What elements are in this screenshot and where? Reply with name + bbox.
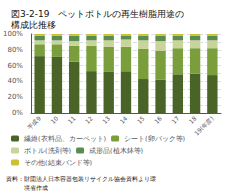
svg-text:12: 12: [84, 114, 94, 124]
svg-text:0%: 0%: [12, 109, 23, 117]
svg-text:17: 17: [170, 114, 180, 124]
svg-text:40%: 40%: [7, 77, 23, 85]
svg-text:10: 10: [49, 114, 59, 124]
svg-text:15: 15: [135, 114, 145, 124]
svg-text:18: 18: [187, 114, 197, 124]
svg-text:14: 14: [118, 114, 128, 124]
svg-text:資料：財団法人日本容器包装リサイクル協会資料より環: 資料：財団法人日本容器包装リサイクル協会資料より環: [6, 175, 156, 183]
svg-text:構成比推移: 構成比推移: [11, 20, 56, 30]
svg-text:境省作成: 境省作成: [6, 184, 48, 191]
svg-text:ボトル(洗剤等): ボトル(洗剤等): [24, 147, 71, 155]
svg-text:60%: 60%: [7, 62, 23, 70]
svg-text:20%: 20%: [7, 93, 23, 101]
svg-text:平成9: 平成9: [26, 114, 42, 130]
svg-text:11: 11: [66, 114, 76, 124]
svg-text:繊維(衣料品、カーペット): 繊維(衣料品、カーペット): [23, 135, 106, 143]
svg-text:100%: 100%: [3, 30, 23, 38]
svg-text:16: 16: [153, 114, 163, 124]
svg-text:シート(卵パック等): シート(卵パック等): [124, 135, 185, 143]
svg-text:図3-2-19 ペットボトルの再生樹脂用途の: 図3-2-19 ペットボトルの再生樹脂用途の: [11, 9, 184, 19]
svg-text:13: 13: [101, 114, 111, 124]
svg-text:80%: 80%: [7, 46, 23, 54]
svg-text:成形品(植木鉢等): 成形品(植木鉢等): [89, 147, 143, 155]
svg-text:19(年度): 19(年度): [193, 115, 215, 137]
svg-text:その他(結束バンド等): その他(結束バンド等): [24, 159, 92, 167]
